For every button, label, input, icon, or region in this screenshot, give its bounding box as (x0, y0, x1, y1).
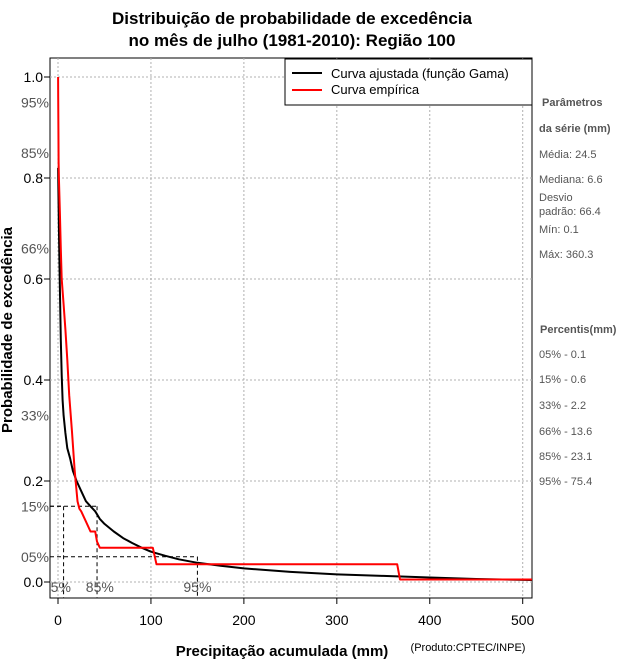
y-axis-ticks: 0.0 0.2 0.4 0.6 0.8 1.0 (24, 69, 50, 590)
x-percent-label: 95% (183, 579, 211, 595)
percentil-05: 05% - 0.1 (539, 349, 586, 361)
param-media: Média: 24.5 (539, 149, 596, 161)
x-percent-label: 85% (86, 579, 114, 595)
series-layer (57, 76, 533, 581)
percent-label: 66% (21, 241, 49, 257)
x-axis-ticks: 0 100 200 300 400 500 (54, 598, 535, 628)
percentil-15: 15% - 0.6 (539, 374, 586, 386)
legend: Curva ajustada (função Gama) Curva empír… (284, 58, 533, 106)
series-line-fitted (57, 167, 533, 581)
plot-frame (49, 57, 533, 599)
param-min: Mín: 0.1 (539, 224, 579, 236)
y-tick-label: 0.4 (24, 372, 44, 388)
y-tick-label: 0.6 (24, 271, 44, 287)
percent-labels: 95% 85% 66% 33% 15% 05%5% 85% 95% (21, 94, 211, 595)
y-tick-label: 1.0 (24, 69, 44, 85)
grid (50, 58, 532, 598)
param-max: Máx: 360.3 (539, 249, 593, 261)
percent-label: 33% (21, 407, 49, 423)
params-title-2: da série (mm) (539, 123, 611, 135)
y-axis-label: Probabilidade de excedência (0, 226, 16, 433)
percent-label: 15% (21, 498, 49, 514)
param-desvio: Desvio (539, 192, 573, 204)
percent-label: 85% (21, 145, 49, 161)
x-tick-label: 100 (139, 612, 163, 628)
y-tick-label: 0.8 (24, 170, 44, 186)
percentis-title: Percentis(mm) (540, 324, 617, 336)
params-title-1: Parâmetros (542, 97, 603, 109)
x-percent-label: 5% (51, 579, 71, 595)
percentil-95: 95% - 75.4 (539, 476, 592, 488)
x-tick-label: 400 (418, 612, 442, 628)
series-line-empirical (57, 76, 532, 581)
x-tick-label: 200 (232, 612, 256, 628)
chart-title-line-2: no mês de julho (1981-2010): Região 100 (129, 31, 456, 50)
percentil-33: 33% - 2.2 (539, 400, 586, 412)
x-tick-label: 0 (54, 612, 62, 628)
percentil-66: 66% - 13.6 (539, 426, 592, 438)
legend-label-fitted: Curva ajustada (função Gama) (331, 66, 509, 81)
percentil-85: 85% - 23.1 (539, 451, 592, 463)
y-tick-label: 0.0 (24, 574, 44, 590)
legend-box (284, 58, 533, 106)
x-tick-label: 500 (511, 612, 535, 628)
percentile-guides (50, 505, 198, 598)
param-mediana: Mediana: 6.6 (539, 174, 603, 186)
param-desvio-value: padrão: 66.4 (539, 206, 601, 218)
legend-label-empirical: Curva empírica (331, 82, 420, 97)
percent-label: 05% (21, 549, 49, 565)
y-tick-label: 0.2 (24, 473, 44, 489)
side-panel: Parâmetros da série (mm) Média: 24.5 Med… (539, 97, 617, 488)
x-tick-label: 300 (325, 612, 349, 628)
credit-text: (Produto:CPTEC/INPE) (411, 642, 526, 654)
chart-title-line-1: Distribuição de probabilidade de excedên… (112, 9, 472, 28)
percent-label: 95% (21, 94, 49, 110)
x-axis-label: Precipitação acumulada (mm) (176, 643, 389, 660)
